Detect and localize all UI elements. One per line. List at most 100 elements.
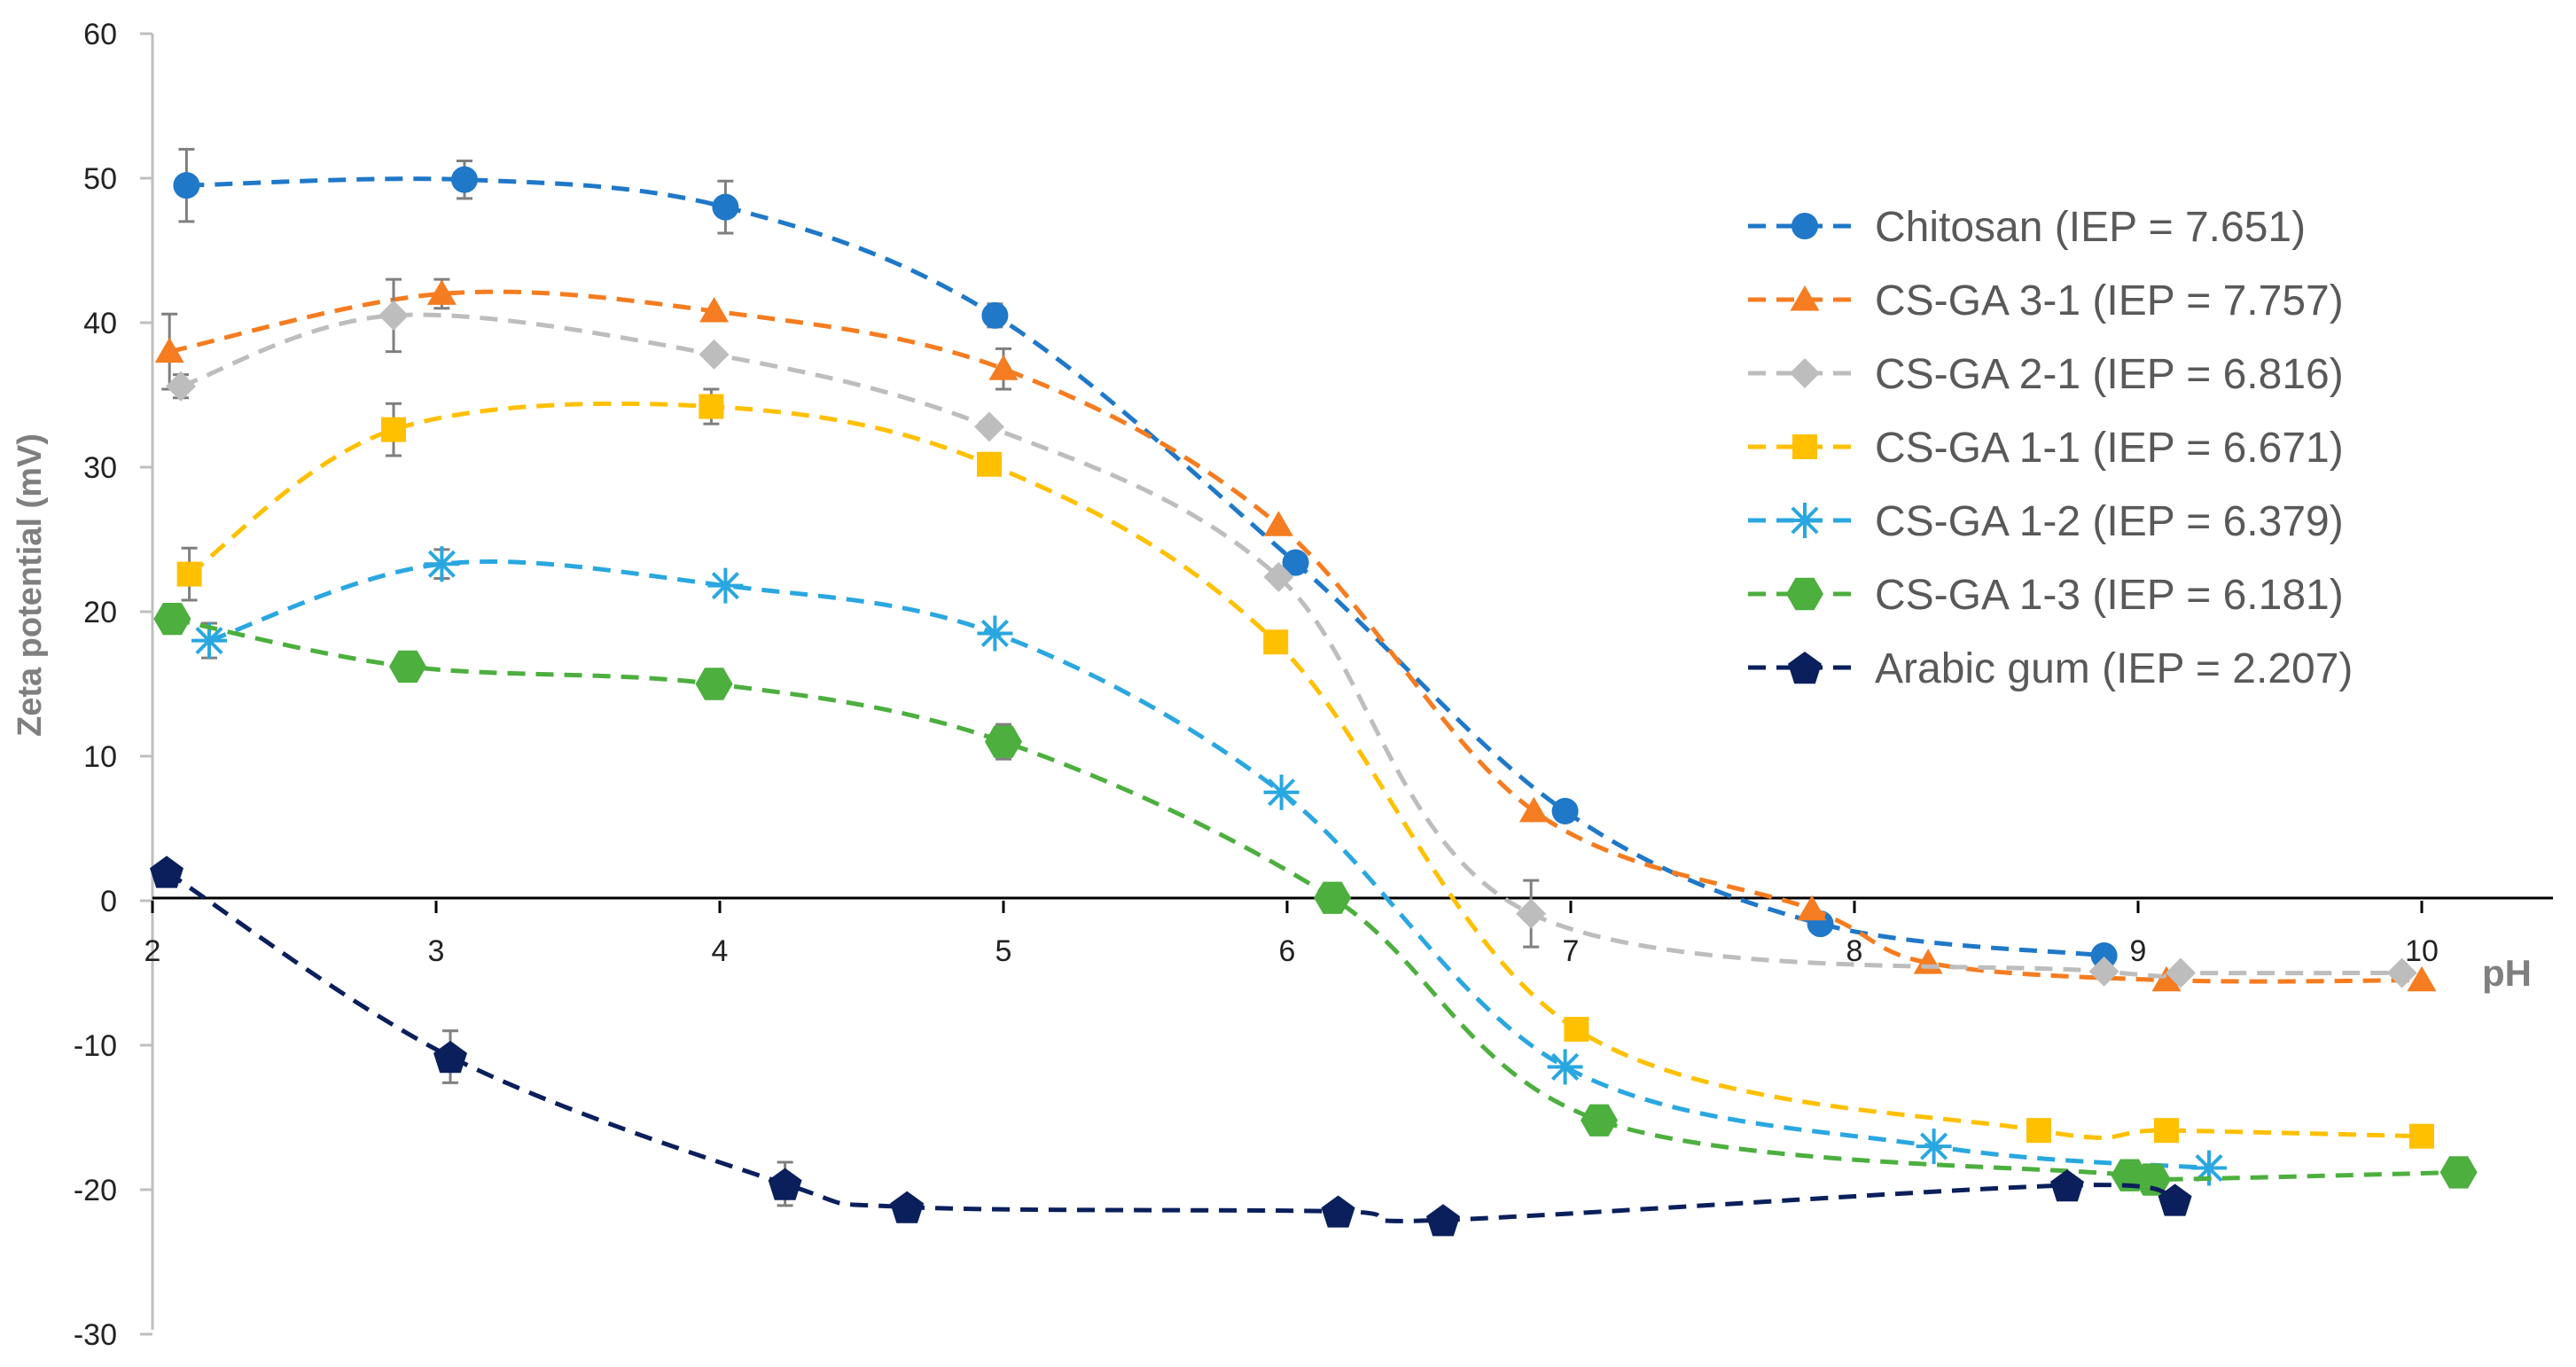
asterisk-stroke (427, 550, 456, 578)
x-tick-label: 4 (712, 934, 729, 968)
y-tick-label: 20 (83, 596, 117, 629)
series-group (176, 387, 2434, 1149)
data-point (1314, 881, 1352, 914)
series-line (186, 176, 2104, 958)
legend-item: CS-GA 1-3 (IEP = 6.181) (1748, 572, 2344, 619)
y-tick-label: 10 (83, 740, 117, 774)
y-tick-label: -30 (74, 1318, 117, 1352)
data-point (1263, 774, 1300, 810)
data-point (977, 615, 1013, 652)
legend-item: CS-GA 2-1 (IEP = 6.816) (1748, 351, 2344, 398)
asterisk-stroke (1920, 1132, 1948, 1160)
data-point (1547, 1049, 1583, 1085)
series-line (208, 559, 2210, 1171)
x-tick-label: 10 (2405, 934, 2439, 968)
series-group (154, 277, 2437, 992)
x-tick-label: 8 (1846, 934, 1863, 968)
data-point (699, 297, 730, 323)
data-point (379, 300, 409, 331)
x-tick-labels: 2 3 4 5 6 7 8 9 10 (144, 901, 2439, 968)
asterisk-stroke (1551, 1052, 1580, 1082)
data-point (1797, 894, 1827, 921)
data-point (699, 394, 724, 419)
data-point (173, 172, 200, 199)
legend-marker (1788, 652, 1822, 684)
asterisk-stroke (711, 572, 739, 600)
data-point (1263, 629, 1289, 655)
x-tick-label: 5 (995, 934, 1012, 968)
series-line (165, 870, 2176, 1223)
series-group (191, 546, 2227, 1186)
legend-marker (1790, 285, 1820, 311)
legend-label: CS-GA 2-1 (IEP = 6.816) (1875, 351, 2344, 398)
legend-marker (1790, 358, 1820, 388)
x-axis-label: pH (2482, 952, 2532, 994)
data-point (426, 279, 457, 305)
series-group (150, 855, 2192, 1237)
legend-item: CS-GA 3-1 (IEP = 7.757) (1748, 277, 2344, 324)
legend-marker (1791, 213, 1818, 239)
data-point (150, 855, 183, 888)
data-point (2158, 1183, 2192, 1216)
axes-layer (151, 34, 2553, 1330)
legend-label: CS-GA 1-1 (IEP = 6.671) (1875, 425, 2344, 472)
legend: Chitosan (IEP = 7.651) CS-GA 3-1 (IEP = 7… (1748, 204, 2353, 692)
x-tick-label: 7 (1563, 934, 1580, 968)
x-tick-label: 6 (1279, 934, 1296, 968)
legend-marker (1787, 503, 1823, 538)
series-layer (150, 147, 2478, 1237)
data-point (890, 1191, 925, 1223)
data-point (2050, 1169, 2084, 1202)
data-point (768, 1168, 802, 1200)
data-point (699, 339, 730, 370)
data-point (695, 668, 733, 700)
y-tick-label: 30 (83, 451, 117, 485)
data-point (2026, 1118, 2051, 1144)
y-tick-label: 40 (83, 307, 117, 340)
data-point (2088, 956, 2119, 987)
data-point (153, 603, 191, 636)
legend-label: CS-GA 3-1 (IEP = 7.757) (1875, 277, 2344, 324)
data-point (974, 411, 1004, 442)
legend-marker (1786, 577, 1823, 611)
y-tick-label: 60 (83, 18, 117, 51)
data-point (154, 337, 184, 363)
x-tick-label: 9 (2130, 934, 2147, 968)
data-point (1282, 549, 1309, 576)
data-point (1426, 1204, 1460, 1237)
data-point (2386, 957, 2417, 988)
data-point (1564, 1017, 1589, 1043)
x-tick-label: 3 (428, 934, 445, 968)
legend-label: Arabic gum (IEP = 2.207) (1875, 645, 2353, 692)
data-point (2134, 1163, 2171, 1196)
data-point (389, 650, 426, 684)
data-point (2151, 965, 2182, 992)
data-point (1518, 796, 1549, 823)
asterisk-stroke (980, 619, 1009, 648)
data-point (1581, 1104, 1618, 1137)
data-point (2439, 1156, 2478, 1189)
data-point (712, 193, 739, 221)
asterisk-stroke (2195, 1153, 2223, 1183)
data-point (1321, 1195, 1355, 1228)
series-group (153, 603, 2478, 1196)
data-point (977, 451, 1002, 477)
series-group (173, 147, 2118, 969)
data-point (424, 546, 460, 582)
series-line (188, 401, 2423, 1140)
data-point (2090, 941, 2118, 969)
data-point (2154, 1118, 2179, 1144)
x-tick-label: 2 (144, 934, 161, 968)
data-point (1263, 511, 1293, 536)
y-axis-label: Zeta potential (mV) (12, 434, 49, 737)
legend-item: Arabic gum (IEP = 2.207) (1748, 645, 2353, 692)
data-point (1551, 797, 1579, 824)
legend-item: CS-GA 1-1 (IEP = 6.671) (1748, 425, 2344, 472)
legend-marker (1792, 434, 1817, 459)
legend-label: CS-GA 1-3 (IEP = 6.181) (1875, 572, 2344, 619)
asterisk-stroke (195, 627, 223, 655)
y-tick-label: -10 (74, 1029, 117, 1063)
legend-item: CS-GA 1-2 (IEP = 6.379) (1748, 498, 2344, 545)
data-point (451, 166, 478, 193)
